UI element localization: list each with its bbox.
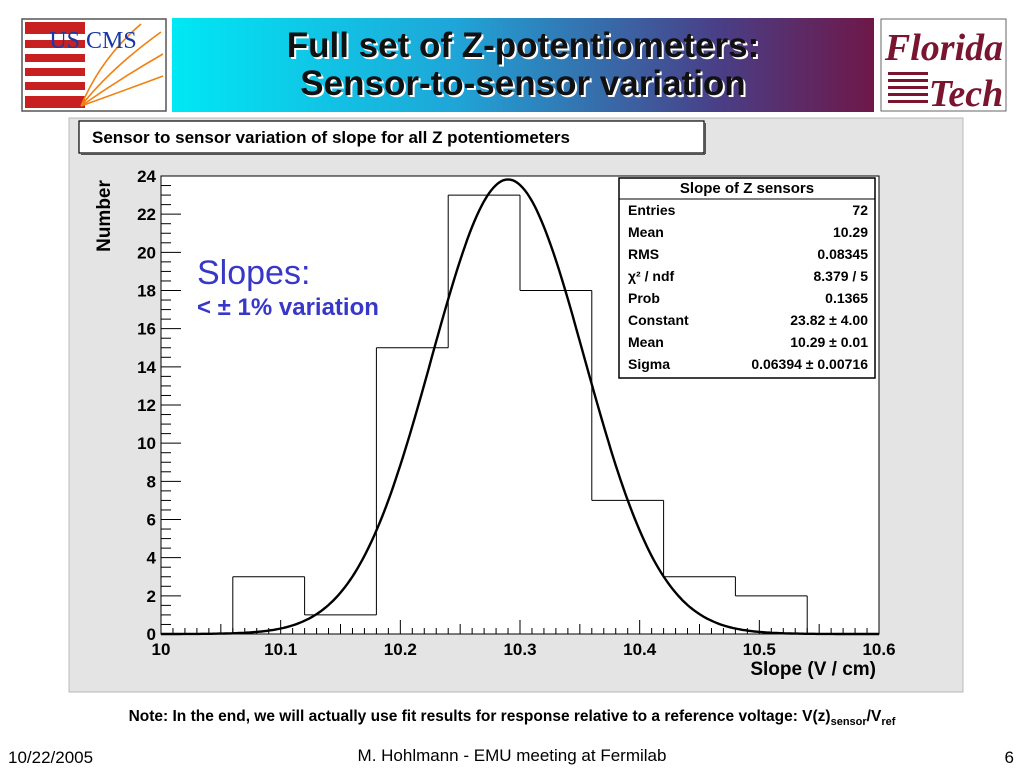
y-tick-label: 10 xyxy=(137,434,156,453)
stats-label: Prob xyxy=(628,290,660,306)
y-tick-label: 18 xyxy=(137,282,156,301)
stats-label: RMS xyxy=(628,246,659,262)
logo-stripes xyxy=(888,72,928,103)
stats-label: Sigma xyxy=(628,356,670,372)
x-axis-label: Slope (V / cm) xyxy=(750,659,876,680)
y-tick-label: 4 xyxy=(147,549,157,568)
footnote-subscript-sensor: sensor xyxy=(830,716,867,728)
stats-rows: Entries 72 Mean 10.29 RMS 0.08345 χ² / ndf 8.37… xyxy=(628,202,868,372)
y-axis-label: Number xyxy=(94,180,115,252)
title-banner: Full set of Z-potentiometers: Sensor-to-… xyxy=(172,18,874,112)
stats-box: Slope of Z sensors Entries 72 Mean 10.29 RMS… xyxy=(618,177,876,379)
y-tick-label: 12 xyxy=(137,396,156,415)
florida-tech-logo-line-2: Tech xyxy=(929,73,1004,112)
slopes-annotation-title: Slopes: xyxy=(197,254,311,292)
stats-label: Constant xyxy=(628,312,689,328)
stats-label: Mean xyxy=(628,224,664,240)
stats-value: 0.1365 xyxy=(825,290,868,306)
footnote-subscript-ref: ref xyxy=(881,716,896,728)
footer-presenter: M. Hohlmann - EMU meeting at Fermilab xyxy=(357,746,667,765)
stats-value: 0.08345 xyxy=(817,246,868,262)
y-tick-label: 8 xyxy=(147,472,156,491)
stats-value: 10.29 ± 0.01 xyxy=(790,334,868,350)
florida-tech-logo-line-1: Florida xyxy=(884,27,1003,69)
footnote: Note: In the end, we will actually use f… xyxy=(0,708,1024,728)
y-tick-label: 2 xyxy=(147,587,156,606)
footnote-text: Note: In the end, we will actually use f… xyxy=(128,708,831,725)
footer-date: 10/22/2005 xyxy=(8,748,94,767)
slide-title-line-2: Sensor-to-sensor variation xyxy=(300,64,746,103)
y-tick-label: 22 xyxy=(137,205,156,224)
y-tick-label: 16 xyxy=(137,320,156,339)
y-tick-label: 6 xyxy=(147,511,156,530)
x-tick-label: 10.4 xyxy=(623,640,657,659)
x-tick-label: 10.6 xyxy=(862,640,895,659)
stats-label: Mean xyxy=(628,334,664,350)
x-axis: 10 10.1 10.2 10.3 10.4 10.5 10.6 xyxy=(152,620,896,659)
page-number: 6 xyxy=(1004,748,1014,767)
particle-tracks-icon xyxy=(80,23,164,107)
slopes-annotation-subtitle: < ± 1% variation xyxy=(197,294,379,321)
y-tick-label: 14 xyxy=(137,358,156,377)
stats-label: χ² / ndf xyxy=(628,268,674,284)
y-tick-label: 24 xyxy=(137,167,156,186)
chart-title-box: Sensor to sensor variation of slope for … xyxy=(78,120,706,155)
florida-tech-logo: Florida Tech xyxy=(880,18,1007,112)
flag-stripes xyxy=(25,22,85,108)
slopes-annotation: Slopes: < ± 1% variation xyxy=(197,253,379,323)
y-tick-label: 20 xyxy=(137,243,156,262)
uscms-logo-text: US CMS xyxy=(49,28,136,54)
stats-label: Entries xyxy=(628,202,676,218)
stats-box-title: Slope of Z sensors xyxy=(680,180,814,197)
histogram-bins xyxy=(161,194,879,635)
stats-value: 8.379 / 5 xyxy=(814,268,869,284)
uscms-logo: US CMS xyxy=(21,18,167,112)
x-tick-label: 10.1 xyxy=(264,640,297,659)
stats-value: 23.82 ± 4.00 xyxy=(790,312,868,328)
x-tick-label: 10.5 xyxy=(743,640,776,659)
gaussian-fit-curve xyxy=(161,178,879,636)
slide-title-line-1: Full set of Z-potentiometers: xyxy=(286,26,760,65)
x-tick-label: 10.3 xyxy=(503,640,536,659)
footnote-ratio: /V xyxy=(866,708,882,725)
stats-value: 72 xyxy=(852,202,868,218)
stats-value: 10.29 xyxy=(833,224,868,240)
x-tick-label: 10.2 xyxy=(384,640,417,659)
x-tick-label: 10 xyxy=(152,640,171,659)
chart-title: Sensor to sensor variation of slope for … xyxy=(92,128,570,147)
y-tick-label: 0 xyxy=(147,625,156,644)
stats-value: 0.06394 ± 0.00716 xyxy=(751,356,868,372)
